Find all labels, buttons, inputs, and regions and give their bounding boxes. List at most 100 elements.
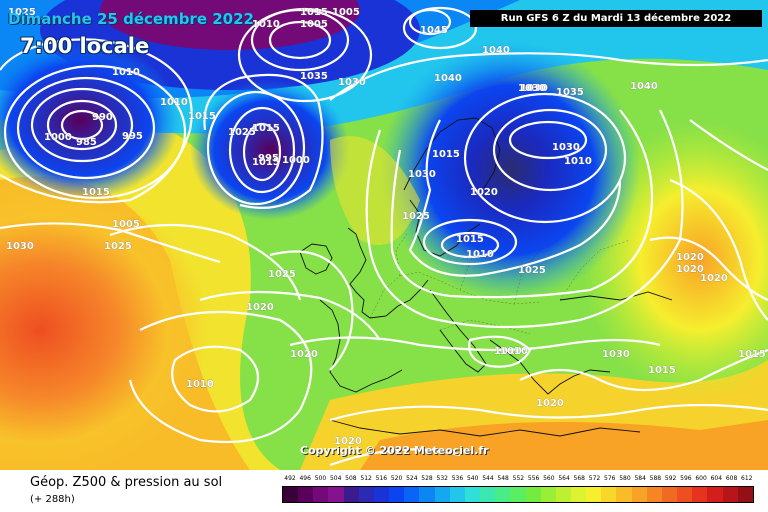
legend-value: 592 [664, 475, 677, 482]
legend-value: 556 [527, 475, 540, 482]
run-info: Run GFS 6 Z du Mardi 13 décembre 2022 [470, 10, 762, 27]
isobar-label: 995 [258, 153, 279, 164]
isobar-label: 1010 [186, 379, 214, 390]
isobar-label: 1015 [82, 187, 110, 198]
legend-swatch [631, 487, 647, 502]
legend-value: 564 [558, 475, 570, 482]
isobar-label: 1015 [186, 379, 214, 390]
legend-value: 596 [680, 475, 692, 482]
legend-value: 600 [695, 475, 707, 482]
isobar-label: 1025 [518, 265, 546, 276]
isobar-label: 1030 [520, 83, 548, 94]
isobar-label: 1025 [268, 269, 296, 280]
legend-value: 552 [512, 475, 525, 482]
isobar-label: 1010 [252, 19, 280, 30]
legend-swatch [692, 487, 708, 502]
isobar-label: 1030 [6, 241, 34, 252]
valid-date: Dimanche 25 décembre 2022 [8, 10, 254, 28]
legend-value: 492 [284, 475, 296, 482]
geopotential-map: 1025 1015 1010 1005 1005 1045 1040 1035 1030 1030… [0, 0, 768, 470]
legend-swatch [283, 487, 299, 502]
isobar-label: 1010 [494, 346, 522, 357]
isobar-label: 1030 [518, 83, 546, 94]
legend-value: 576 [604, 475, 616, 482]
legend-swatch [646, 487, 662, 502]
isobar-label: 1035 [300, 71, 328, 82]
isobar-label: 1015 [456, 234, 484, 245]
isobar-label: 1015 [252, 157, 280, 168]
isobar-label: 1020 [676, 264, 704, 275]
isobar-label: 1010 [160, 97, 188, 108]
isobar-label: 1020 [676, 252, 704, 263]
isobar-label: 1015 [738, 349, 766, 360]
legend-value: 548 [497, 475, 509, 482]
legend-value-labels: 492 496 500 504 508 512 516 520 524 528 532 536 540 5… [282, 475, 754, 487]
legend-value: 528 [421, 475, 433, 482]
isobar-label: 1010 [466, 249, 494, 260]
isobar-label: 1005 [112, 219, 140, 230]
legend-value: 516 [375, 475, 388, 482]
isobar-label: 1040 [434, 73, 462, 84]
legend-swatch [540, 487, 556, 502]
legend-value: 608 [725, 475, 738, 482]
isobar-label: 1025 [104, 241, 132, 252]
legend-swatch [510, 487, 526, 502]
isobar-label: 995 [122, 131, 143, 142]
legend-swatch [464, 487, 481, 502]
isobar-label: 990 [92, 112, 113, 123]
legend-value: 604 [710, 475, 723, 482]
isobar-label: 1045 [420, 25, 448, 36]
isobar-label: 1040 [630, 81, 658, 92]
isobar-label: 1005 [300, 19, 328, 30]
valid-time: 7:00 locale [20, 34, 150, 58]
legend-value: 560 [543, 475, 555, 482]
isobar-label: 1015 [432, 149, 460, 160]
legend-swatch [586, 487, 602, 502]
isobar-label: 1015 [300, 7, 328, 18]
legend-value: 504 [329, 475, 342, 482]
chart-title: Géop. Z500 & pression au sol [30, 475, 223, 490]
z500-color-field [0, 0, 768, 470]
legend-swatch [722, 487, 738, 502]
isobar-label: 1030 [338, 77, 366, 88]
legend-swatch [525, 487, 541, 502]
legend-swatch [570, 487, 587, 502]
isobar-label: 1025 [228, 127, 256, 138]
isobar-label: 1020 [536, 398, 564, 409]
legend-value: 508 [345, 475, 357, 482]
legend-swatch [343, 487, 359, 502]
isobar-label: 1020 [700, 273, 728, 284]
isobar-label: 1030 [552, 142, 580, 153]
legend-value: 568 [573, 475, 585, 482]
legend-swatch [419, 487, 435, 502]
legend-value: 532 [436, 475, 448, 482]
isobar-label: 1000 [282, 155, 310, 166]
legend-swatch [555, 487, 571, 502]
isobar-label: 1020 [470, 187, 498, 198]
isobar-label: 1000 [44, 132, 72, 143]
legend-value: 572 [588, 475, 601, 482]
legend-value: 612 [741, 475, 753, 482]
legend-value: 536 [451, 475, 464, 482]
legend-value: 544 [482, 475, 494, 482]
isobar-label: 1020 [246, 302, 274, 313]
isobar-label: 1025 [8, 7, 36, 18]
isobar-label: 985 [76, 137, 97, 148]
legend-value: 584 [634, 475, 646, 482]
legend-swatch [616, 487, 632, 502]
legend-swatch [480, 487, 496, 502]
legend-swatch [449, 487, 465, 502]
isobar-label: 1030 [408, 169, 436, 180]
legend-value: 512 [360, 475, 372, 482]
copyright: Copyright © 2022 Meteociel.fr [300, 444, 489, 457]
legend-swatch [495, 487, 511, 502]
isobar-label: 1010 [112, 67, 140, 78]
legend-value: 500 [314, 475, 327, 482]
legend-swatch [677, 487, 693, 502]
isobar-label: 1020 [290, 349, 318, 360]
isobar-label: 1025 [402, 211, 430, 222]
isobar-label: 1015 [648, 365, 676, 376]
